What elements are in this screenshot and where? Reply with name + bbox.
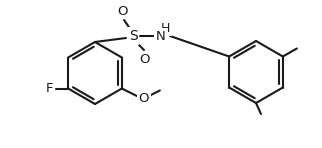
Text: O: O (140, 53, 150, 66)
Text: N: N (156, 29, 166, 42)
Text: H: H (160, 21, 170, 34)
Text: O: O (118, 4, 128, 17)
Text: O: O (138, 92, 149, 105)
Text: F: F (45, 82, 53, 95)
Text: S: S (128, 29, 137, 43)
